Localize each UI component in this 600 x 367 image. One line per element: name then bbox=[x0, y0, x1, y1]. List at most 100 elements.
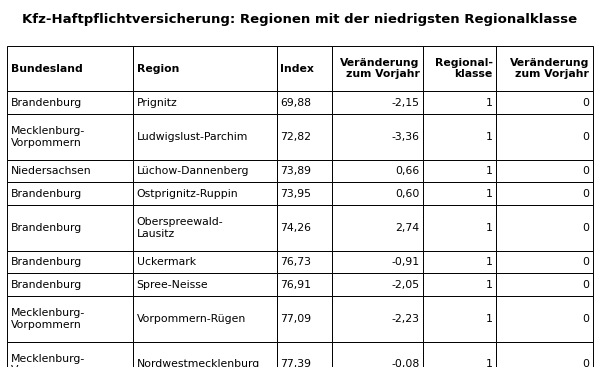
Text: 1: 1 bbox=[486, 98, 493, 108]
Bar bbox=[423, 342, 496, 367]
Text: 0: 0 bbox=[582, 314, 589, 324]
Bar bbox=[496, 114, 593, 160]
Bar bbox=[7, 205, 133, 251]
Bar bbox=[423, 160, 496, 182]
Text: 74,26: 74,26 bbox=[280, 223, 311, 233]
Bar bbox=[277, 342, 332, 367]
Bar bbox=[133, 114, 277, 160]
Bar bbox=[496, 273, 593, 296]
Text: 77,09: 77,09 bbox=[280, 314, 311, 324]
Text: 69,88: 69,88 bbox=[280, 98, 311, 108]
Bar bbox=[423, 205, 496, 251]
Bar bbox=[133, 160, 277, 182]
Text: -2,15: -2,15 bbox=[391, 98, 419, 108]
Bar bbox=[496, 46, 593, 91]
Bar bbox=[496, 342, 593, 367]
Bar bbox=[277, 251, 332, 273]
Text: -2,05: -2,05 bbox=[391, 280, 419, 290]
Text: Lüchow-Dannenberg: Lüchow-Dannenberg bbox=[137, 166, 249, 176]
Text: Mecklenburg-
Vorpommern: Mecklenburg- Vorpommern bbox=[11, 354, 85, 367]
Text: -0,91: -0,91 bbox=[391, 257, 419, 267]
Bar bbox=[277, 205, 332, 251]
Text: Brandenburg: Brandenburg bbox=[11, 189, 82, 199]
Text: Veränderung
zum Vorjahr: Veränderung zum Vorjahr bbox=[340, 58, 419, 79]
Text: 0: 0 bbox=[582, 98, 589, 108]
Bar bbox=[332, 46, 423, 91]
Bar bbox=[133, 296, 277, 342]
Text: -2,23: -2,23 bbox=[391, 314, 419, 324]
Text: 0: 0 bbox=[582, 223, 589, 233]
Text: Ludwigslust-Parchim: Ludwigslust-Parchim bbox=[137, 132, 248, 142]
Text: Oberspreewald-
Lausitz: Oberspreewald- Lausitz bbox=[137, 217, 223, 239]
Text: Uckermark: Uckermark bbox=[137, 257, 196, 267]
Bar bbox=[7, 182, 133, 205]
Text: Ostprignitz-Ruppin: Ostprignitz-Ruppin bbox=[137, 189, 238, 199]
Bar bbox=[496, 160, 593, 182]
Text: 1: 1 bbox=[486, 223, 493, 233]
Text: Mecklenburg-
Vorpommern: Mecklenburg- Vorpommern bbox=[11, 308, 85, 330]
Text: 76,91: 76,91 bbox=[280, 280, 311, 290]
Text: 0: 0 bbox=[582, 280, 589, 290]
Bar bbox=[423, 114, 496, 160]
Text: 0,60: 0,60 bbox=[395, 189, 419, 199]
Bar bbox=[133, 182, 277, 205]
Bar bbox=[277, 91, 332, 114]
Text: 0: 0 bbox=[582, 166, 589, 176]
Bar bbox=[277, 160, 332, 182]
Text: Veränderung
zum Vorjahr: Veränderung zum Vorjahr bbox=[510, 58, 589, 79]
Bar bbox=[496, 182, 593, 205]
Bar bbox=[332, 273, 423, 296]
Bar bbox=[423, 273, 496, 296]
Bar bbox=[133, 342, 277, 367]
Bar bbox=[133, 46, 277, 91]
Text: Niedersachsen: Niedersachsen bbox=[11, 166, 91, 176]
Bar bbox=[133, 205, 277, 251]
Text: Mecklenburg-
Vorpommern: Mecklenburg- Vorpommern bbox=[11, 126, 85, 148]
Text: Brandenburg: Brandenburg bbox=[11, 223, 82, 233]
Bar bbox=[496, 251, 593, 273]
Text: Kfz-Haftpflichtversicherung: Regionen mit der niedrigsten Regionalklasse: Kfz-Haftpflichtversicherung: Regionen mi… bbox=[22, 13, 578, 26]
Text: Vorpommern-Rügen: Vorpommern-Rügen bbox=[137, 314, 246, 324]
Bar bbox=[496, 205, 593, 251]
Text: Index: Index bbox=[280, 63, 314, 74]
Text: 1: 1 bbox=[486, 132, 493, 142]
Bar bbox=[332, 114, 423, 160]
Bar bbox=[332, 205, 423, 251]
Text: Nordwestmecklenburg: Nordwestmecklenburg bbox=[137, 359, 260, 367]
Text: 0: 0 bbox=[582, 257, 589, 267]
Bar bbox=[7, 46, 133, 91]
Text: 0: 0 bbox=[582, 359, 589, 367]
Bar bbox=[423, 46, 496, 91]
Text: Regional-
klasse: Regional- klasse bbox=[434, 58, 493, 79]
Bar bbox=[332, 251, 423, 273]
Bar bbox=[7, 342, 133, 367]
Bar bbox=[332, 91, 423, 114]
Bar bbox=[496, 296, 593, 342]
Text: Spree-Neisse: Spree-Neisse bbox=[137, 280, 208, 290]
Bar bbox=[7, 91, 133, 114]
Bar bbox=[277, 182, 332, 205]
Text: 0: 0 bbox=[582, 189, 589, 199]
Bar bbox=[423, 91, 496, 114]
Text: -0,08: -0,08 bbox=[391, 359, 419, 367]
Text: 2,74: 2,74 bbox=[395, 223, 419, 233]
Text: 1: 1 bbox=[486, 359, 493, 367]
Text: Region: Region bbox=[137, 63, 179, 74]
Text: Bundesland: Bundesland bbox=[11, 63, 83, 74]
Text: 1: 1 bbox=[486, 166, 493, 176]
Bar bbox=[277, 114, 332, 160]
Bar bbox=[7, 296, 133, 342]
Bar bbox=[7, 251, 133, 273]
Bar bbox=[332, 296, 423, 342]
Bar bbox=[7, 160, 133, 182]
Bar bbox=[423, 182, 496, 205]
Text: 1: 1 bbox=[486, 280, 493, 290]
Bar bbox=[133, 251, 277, 273]
Text: 73,95: 73,95 bbox=[280, 189, 311, 199]
Bar bbox=[423, 251, 496, 273]
Text: Brandenburg: Brandenburg bbox=[11, 257, 82, 267]
Text: -3,36: -3,36 bbox=[391, 132, 419, 142]
Text: 76,73: 76,73 bbox=[280, 257, 311, 267]
Bar bbox=[332, 160, 423, 182]
Bar bbox=[7, 114, 133, 160]
